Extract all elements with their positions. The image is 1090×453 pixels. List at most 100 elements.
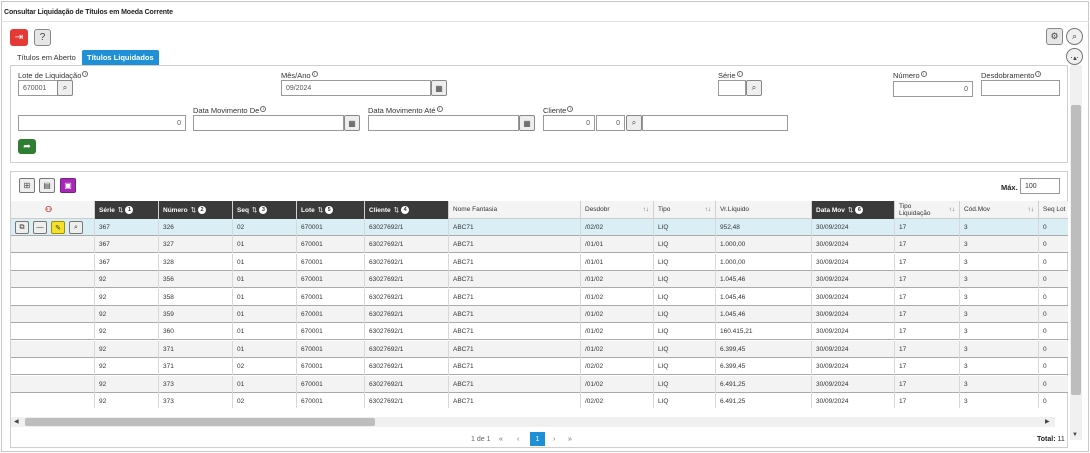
column-header[interactable]: Vr.Líquido [716, 201, 812, 219]
dmov-ate-input[interactable] [368, 115, 519, 131]
user-settings-icon[interactable]: ⚇ [45, 205, 53, 214]
tab-titulos-em-aberto[interactable]: Títulos em Aberto [17, 53, 76, 62]
serie-input[interactable] [718, 80, 746, 96]
exit-button[interactable]: ⇥ [10, 29, 28, 46]
table-cell: 3 [960, 306, 1039, 323]
settings-button[interactable]: ⚙ [1046, 28, 1063, 45]
cliente-name-input[interactable] [642, 115, 788, 131]
table-cell: 371 [159, 340, 233, 358]
dmov-de-input[interactable] [193, 115, 344, 131]
more-button[interactable]: ··· [1066, 48, 1083, 65]
table-cell: 670001 [297, 340, 365, 358]
column-header[interactable]: Série ⇅ 1 [95, 201, 159, 219]
horizontal-scroll-thumb[interactable] [25, 418, 375, 426]
column-header[interactable]: Tipo Liquidação ↑↓ [895, 201, 960, 219]
cliente-search-button[interactable]: ⌕ [626, 115, 642, 131]
sort-icon[interactable]: ⇅ [251, 207, 258, 214]
sort-icon[interactable]: ⇅ [317, 207, 324, 214]
serie-search-button[interactable]: ⌕ [746, 80, 762, 96]
column-header[interactable]: Tipo ↑↓ [654, 201, 716, 219]
sort-order-badge: 5 [325, 206, 334, 214]
first-row2-input[interactable]: 0 [18, 115, 186, 131]
first-page-button[interactable]: « [499, 436, 503, 443]
copy-button[interactable]: ⧉ [15, 221, 29, 234]
table-cell: 670001 [297, 219, 365, 236]
table-row[interactable]: 92 359 01 670001 63027692/1 ABC71/01/02 LIQ 1.0… [11, 306, 1068, 323]
desdobramento-input[interactable] [981, 80, 1060, 96]
table-row[interactable]: 92 356 01 670001 63027692/1 ABC71/01/02 LIQ 1.0… [11, 271, 1068, 289]
help-button[interactable]: ? [34, 29, 51, 46]
table-row[interactable]: 92 360 01 670001 63027692/1 ABC71/01/02 LIQ 160… [11, 323, 1068, 341]
lote-search-button[interactable]: ⌕ [57, 80, 73, 96]
table-row[interactable]: 367 327 01 670001 63027692/1 ABC71/01/01 LIQ 1.… [11, 236, 1068, 254]
column-header[interactable]: Cód.Mov ↑↓ [960, 201, 1039, 219]
search-icon: ⌕ [62, 83, 68, 92]
info-icon: i [82, 71, 89, 77]
table-cell: 92 [95, 271, 159, 289]
sort-icon[interactable]: ↑↓ [642, 206, 650, 213]
dmov-de-calendar-button[interactable]: ▦ [344, 115, 360, 131]
table-row[interactable]: ⧉ — ✎ ⌕ 367 326 02 670001 63027692/1 ABC71/02/02 L… [11, 219, 1068, 236]
table-row[interactable]: 367 328 01 670001 63027692/1 ABC71/01/01 LIQ 1.… [11, 253, 1068, 271]
mesano-calendar-button[interactable]: ▦ [431, 80, 447, 96]
sort-icon[interactable]: ⇅ [393, 207, 400, 214]
table-row[interactable]: 92 371 01 670001 63027692/1 ABC71/01/02 LIQ 6.3… [11, 340, 1068, 358]
sort-icon[interactable]: ⇅ [117, 207, 124, 214]
lote-input[interactable]: 670001 [18, 80, 58, 96]
numero-input[interactable]: 0 [893, 81, 973, 97]
vertical-scroll-thumb[interactable] [1071, 105, 1081, 395]
max-input[interactable]: 100 [1020, 178, 1060, 194]
column-header[interactable]: Nome Fantasia [449, 201, 581, 219]
execute-button[interactable]: ➦ [18, 139, 36, 154]
column-header[interactable]: Desdobr ↑↓ [581, 201, 654, 219]
grid-layout-button[interactable]: ⊞ [19, 178, 35, 193]
sort-icon[interactable]: ↑↓ [1027, 206, 1035, 213]
cliente-code-input[interactable]: 0 [543, 115, 595, 131]
last-page-button[interactable]: » [568, 436, 572, 443]
scroll-right-arrow[interactable]: ▶ [1045, 419, 1050, 425]
table-cell: 92 [95, 323, 159, 341]
table-cell: 30/09/2024 [812, 340, 895, 358]
table-cell: 63027692/1 [365, 271, 449, 289]
table-row[interactable]: 92 371 02 670001 63027692/1 ABC71/02/02 LIQ 6.3… [11, 358, 1068, 376]
table-row[interactable]: 92 373 02 670001 63027692/1 ABC71/02/02 LIQ 6.4… [11, 393, 1068, 408]
image-export-button[interactable]: ▣ [60, 178, 76, 193]
remove-button[interactable]: — [33, 221, 47, 234]
scroll-up-arrow[interactable]: ▲ [1072, 56, 1078, 62]
sort-icon[interactable]: ⇅ [190, 207, 197, 214]
vertical-scrollbar[interactable] [1070, 65, 1082, 440]
table-cell: 0 [1039, 341, 1068, 358]
column-header[interactable]: Seq ⇅ 3 [233, 201, 297, 219]
sort-icon[interactable]: ↑↓ [948, 206, 956, 213]
table-cell: /01/02 [581, 271, 654, 289]
mesano-input[interactable]: 09/2024 [281, 80, 431, 96]
column-header[interactable]: Cliente ⇅ 4 [365, 201, 449, 219]
sort-icon[interactable]: ⇅ [847, 207, 854, 214]
table-row[interactable]: 92 373 01 670001 63027692/1 ABC71/01/02 LIQ 6.4… [11, 375, 1068, 393]
table-cell: 17 [895, 236, 960, 254]
column-header[interactable]: Seq Lot [1039, 201, 1068, 219]
prev-page-button[interactable]: ‹ [517, 436, 520, 443]
table-cell: 01 [233, 236, 297, 254]
global-search-button[interactable]: ⌕ [1066, 28, 1083, 45]
sort-icon[interactable]: ↑↓ [704, 206, 712, 213]
table-cell: LIQ [654, 288, 716, 306]
table-cell: 30/09/2024 [812, 306, 895, 323]
dmov-ate-calendar-button[interactable]: ▦ [519, 115, 535, 131]
column-header-label: Tipo [658, 206, 671, 213]
scroll-down-arrow[interactable]: ▼ [1072, 432, 1078, 438]
edit-button[interactable]: ✎ [51, 221, 65, 234]
column-header[interactable]: Número ⇅ 2 [159, 201, 233, 219]
table-row[interactable]: 92 358 01 670001 63027692/1 ABC71/01/02 LIQ 1.0… [11, 288, 1068, 306]
next-page-button[interactable]: › [553, 436, 556, 443]
cliente-seq-input[interactable]: 0 [596, 115, 625, 131]
column-header[interactable]: Lote ⇅ 5 [297, 201, 365, 219]
view-button[interactable]: ⌕ [69, 221, 83, 234]
row-actions [11, 323, 95, 341]
horizontal-scrollbar[interactable] [11, 417, 1055, 427]
export-button[interactable]: ▤ [39, 178, 55, 193]
column-header[interactable]: Data Mov ⇅ 6 [812, 201, 895, 219]
scroll-left-arrow[interactable]: ◀ [14, 419, 19, 425]
current-page-button[interactable]: 1 [530, 432, 545, 446]
tab-titulos-liquidados[interactable]: Títulos Liquidados [82, 50, 159, 65]
